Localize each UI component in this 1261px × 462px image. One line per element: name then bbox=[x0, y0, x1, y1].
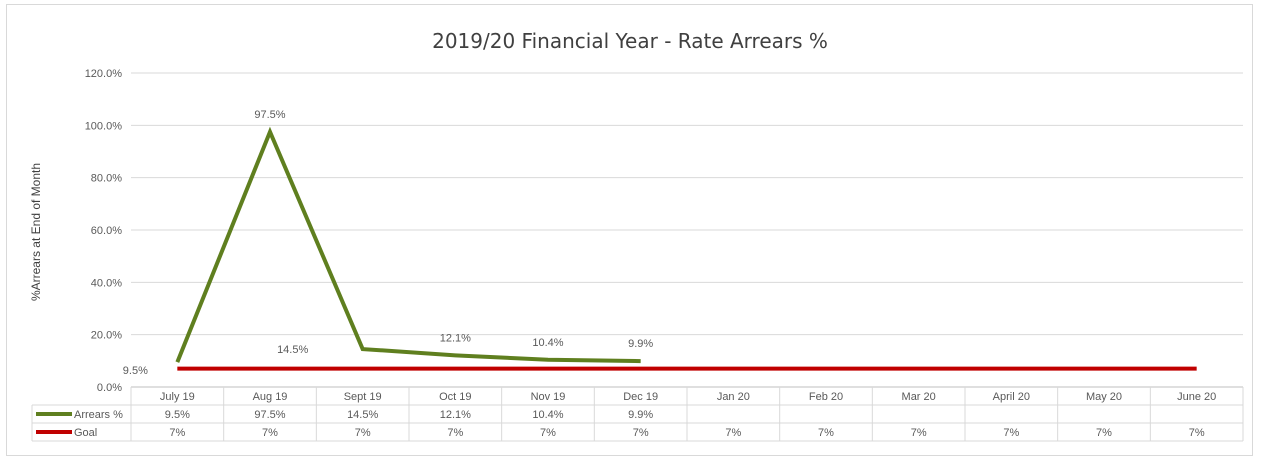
x-tick-label: Oct 19 bbox=[439, 391, 471, 403]
x-tick-label: Feb 20 bbox=[809, 391, 843, 403]
x-tick-label: Aug 19 bbox=[253, 391, 288, 403]
x-tick-label: June 20 bbox=[1177, 391, 1216, 403]
table-cell-value: 7% bbox=[355, 427, 371, 439]
data-label: 10.4% bbox=[532, 337, 563, 349]
table-cell-value: 7% bbox=[1096, 427, 1112, 439]
x-tick-label: Dec 19 bbox=[623, 391, 658, 403]
y-tick-label: 120.0% bbox=[85, 68, 123, 80]
x-tick-label: April 20 bbox=[993, 391, 1030, 403]
x-tick-label: Nov 19 bbox=[531, 391, 566, 403]
table-cell-value: 7% bbox=[1189, 427, 1205, 439]
y-tick-label: 100.0% bbox=[85, 120, 123, 132]
x-tick-label: May 20 bbox=[1086, 391, 1122, 403]
table-cell-value: 10.4% bbox=[532, 409, 563, 421]
data-label: 97.5% bbox=[254, 109, 285, 121]
table-cell-value: 7% bbox=[540, 427, 556, 439]
y-tick-label: 80.0% bbox=[91, 173, 122, 185]
y-tick-label: 0.0% bbox=[97, 382, 122, 394]
data-label: 14.5% bbox=[277, 344, 308, 356]
x-tick-label: Mar 20 bbox=[902, 391, 936, 403]
arrears-series-line bbox=[175, 126, 641, 364]
table-cell-value: 7% bbox=[1003, 427, 1019, 439]
table-cell-value: 14.5% bbox=[347, 409, 378, 421]
data-label: 9.5% bbox=[123, 365, 148, 377]
legend-label: Goal bbox=[74, 427, 97, 439]
y-tick-label: 60.0% bbox=[91, 225, 122, 237]
y-tick-label: 40.0% bbox=[91, 277, 122, 289]
table-cell-value: 7% bbox=[911, 427, 927, 439]
table-cell-value: 97.5% bbox=[254, 409, 285, 421]
x-tick-label: Sept 19 bbox=[344, 391, 382, 403]
y-tick-label: 20.0% bbox=[91, 330, 122, 342]
x-tick-label: July 19 bbox=[160, 391, 195, 403]
table-cell-value: 7% bbox=[262, 427, 278, 439]
table-cell-value: 7% bbox=[725, 427, 741, 439]
y-axis-label: %Arrears at End of Month bbox=[29, 163, 43, 301]
x-tick-label: Jan 20 bbox=[717, 391, 750, 403]
table-cell-value: 9.5% bbox=[165, 409, 190, 421]
table-cell-value: 7% bbox=[818, 427, 834, 439]
legend-label: Arrears % bbox=[74, 409, 123, 421]
table-cell-value: 7% bbox=[633, 427, 649, 439]
data-label: 9.9% bbox=[628, 338, 653, 350]
table-cell-value: 12.1% bbox=[440, 409, 471, 421]
table-cell-value: 7% bbox=[447, 427, 463, 439]
table-cell-value: 9.9% bbox=[628, 409, 653, 421]
data-label: 12.1% bbox=[440, 332, 471, 344]
chart-title: 2019/20 Financial Year - Rate Arrears % bbox=[432, 29, 828, 53]
table-cell-value: 7% bbox=[169, 427, 185, 439]
